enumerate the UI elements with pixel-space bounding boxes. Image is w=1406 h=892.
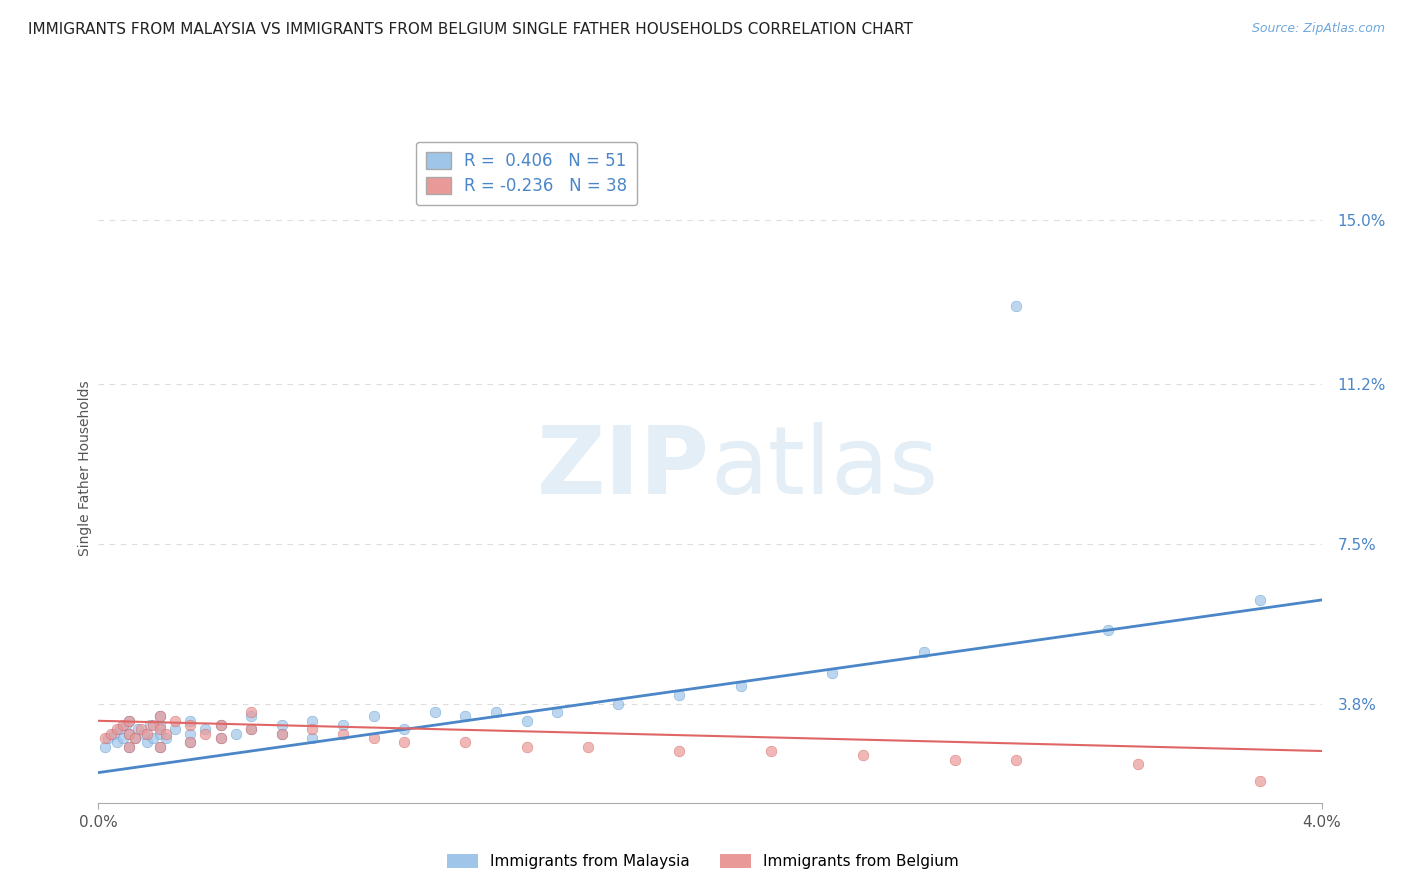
Point [1004, 300, 1026, 314]
Point [179, 714, 201, 728]
Text: Source: ZipAtlas.com: Source: ZipAtlas.com [1251, 22, 1385, 36]
Point [209, 718, 232, 732]
Point [103, 727, 125, 741]
Point [93, 731, 115, 745]
Point [392, 723, 416, 737]
Point [124, 731, 146, 745]
Point [179, 727, 201, 741]
Point [301, 723, 323, 737]
Text: atlas: atlas [710, 422, 938, 515]
Point [142, 731, 165, 745]
Point [209, 731, 232, 745]
Point [270, 718, 294, 732]
Point [332, 727, 354, 741]
Point [134, 727, 156, 741]
Point [118, 739, 141, 754]
Point [118, 714, 141, 728]
Point [392, 735, 416, 749]
Point [139, 718, 162, 732]
Point [821, 666, 844, 681]
Point [225, 727, 247, 741]
Point [105, 723, 128, 737]
Point [516, 739, 538, 754]
Point [163, 723, 186, 737]
Point [363, 709, 385, 723]
Point [240, 705, 263, 719]
Point [118, 739, 141, 754]
Point [124, 731, 146, 745]
Point [485, 705, 508, 719]
Point [155, 731, 177, 745]
Point [730, 679, 752, 693]
Point [301, 731, 323, 745]
Point [516, 714, 538, 728]
Point [179, 735, 201, 749]
Legend: Immigrants from Malaysia, Immigrants from Belgium: Immigrants from Malaysia, Immigrants fro… [441, 848, 965, 875]
Point [115, 718, 138, 732]
Point [149, 709, 172, 723]
Point [97, 731, 120, 745]
Point [155, 727, 177, 741]
Point [108, 723, 131, 737]
Point [912, 645, 935, 659]
Point [668, 688, 690, 702]
Point [668, 744, 690, 758]
Point [136, 735, 159, 749]
Point [163, 714, 186, 728]
Point [1128, 756, 1150, 771]
Point [454, 735, 477, 749]
Point [179, 735, 201, 749]
Point [111, 718, 134, 732]
Point [423, 705, 446, 719]
Point [240, 709, 263, 723]
Point [546, 705, 568, 719]
Point [209, 731, 232, 745]
Point [301, 714, 323, 728]
Point [100, 727, 122, 741]
Point [454, 709, 477, 723]
Point [111, 731, 134, 745]
Point [179, 718, 201, 732]
Point [943, 753, 966, 767]
Point [136, 727, 159, 741]
Point [127, 723, 149, 737]
Point [118, 727, 141, 741]
Point [149, 718, 172, 732]
Point [149, 709, 172, 723]
Point [1249, 593, 1271, 607]
Point [270, 727, 294, 741]
Point [852, 748, 875, 763]
Y-axis label: Single Father Households: Single Father Households [77, 381, 91, 556]
Legend: R =  0.406   N = 51, R = -0.236   N = 38: R = 0.406 N = 51, R = -0.236 N = 38 [416, 142, 637, 205]
Point [1004, 753, 1026, 767]
Point [149, 727, 172, 741]
Point [149, 739, 172, 754]
Point [759, 744, 782, 758]
Point [149, 739, 172, 754]
Point [576, 739, 599, 754]
Point [332, 718, 354, 732]
Point [363, 731, 385, 745]
Point [607, 697, 630, 711]
Point [129, 723, 152, 737]
Point [1097, 623, 1119, 637]
Point [1249, 774, 1271, 789]
Point [118, 727, 141, 741]
Point [142, 718, 165, 732]
Point [194, 727, 217, 741]
Point [194, 723, 217, 737]
Text: IMMIGRANTS FROM MALAYSIA VS IMMIGRANTS FROM BELGIUM SINGLE FATHER HOUSEHOLDS COR: IMMIGRANTS FROM MALAYSIA VS IMMIGRANTS F… [28, 22, 912, 37]
Point [93, 739, 115, 754]
Point [240, 723, 263, 737]
Point [209, 718, 232, 732]
Point [270, 727, 294, 741]
Text: ZIP: ZIP [537, 422, 710, 515]
Point [105, 735, 128, 749]
Point [240, 723, 263, 737]
Point [149, 723, 172, 737]
Point [118, 714, 141, 728]
